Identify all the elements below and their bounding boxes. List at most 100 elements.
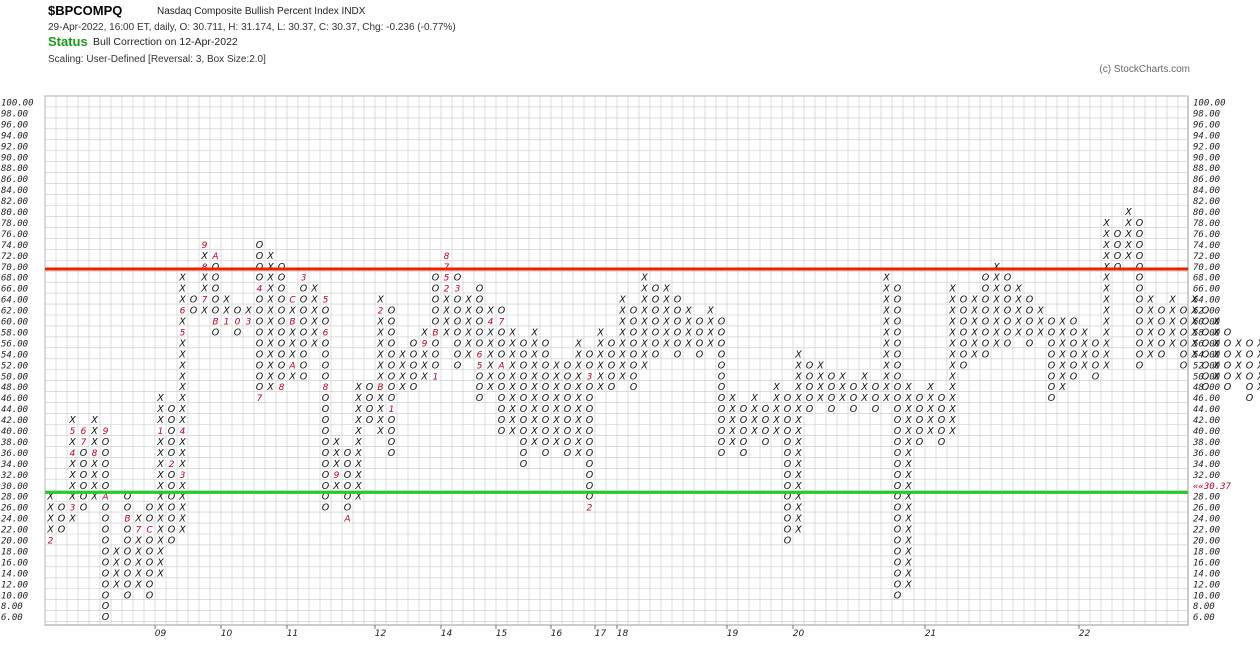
o-box: O [586, 415, 594, 426]
x-box: X [178, 492, 186, 503]
o-box: O [652, 349, 660, 360]
y-tick-label-right: 32.00 [1192, 471, 1220, 481]
o-box: O [322, 393, 330, 404]
x-box: X [310, 317, 318, 328]
y-tick-label-left: 26.00 [1, 504, 28, 514]
x-box: X [222, 306, 230, 317]
x-box: X [1102, 295, 1110, 306]
o-box: O [520, 393, 528, 404]
o-box: O [322, 360, 330, 371]
x-box: X [618, 295, 626, 306]
o-box: O [476, 393, 484, 404]
month-marker: 5 [70, 427, 76, 437]
plot-area [44, 95, 1189, 626]
o-box: O [894, 317, 902, 328]
o-box: O [806, 382, 814, 393]
o-box: O [564, 448, 572, 459]
x-box: X [508, 426, 516, 437]
x-box: X [618, 360, 626, 371]
x-box: X [354, 492, 362, 503]
o-box: O [278, 306, 286, 317]
x-box: X [1146, 338, 1154, 349]
x-box: X [200, 251, 208, 262]
o-box: O [1224, 371, 1232, 382]
month-marker: 3 [246, 318, 252, 328]
o-box: O [102, 612, 110, 623]
x-box: X [1102, 327, 1110, 338]
x-box: X [574, 393, 582, 404]
x-box: X [156, 557, 164, 568]
month-marker: 2 [378, 307, 384, 317]
x-box: X [904, 557, 912, 568]
o-box: O [960, 360, 968, 371]
y-tick-label-left: 16.00 [1, 558, 28, 568]
o-box: O [564, 360, 572, 371]
o-box: O [542, 404, 550, 415]
o-box: O [718, 371, 726, 382]
y-tick-label-right: 42.00 [1193, 416, 1220, 426]
x-box: X [68, 481, 76, 492]
y-tick-label-right: 94.00 [1193, 131, 1220, 141]
x-box: X [1146, 295, 1154, 306]
o-box: O [432, 338, 440, 349]
o-box: O [740, 426, 748, 437]
o-box: O [1224, 338, 1232, 349]
o-box: O [784, 536, 792, 547]
o-box: O [1180, 306, 1188, 317]
x-box: X [266, 327, 274, 338]
y-tick-label-right: 22.00 [1193, 526, 1220, 536]
o-box: O [674, 317, 682, 328]
x-box: X [266, 360, 274, 371]
o-box: O [190, 306, 198, 317]
x-box: X [640, 360, 648, 371]
o-box: O [564, 437, 572, 448]
o-box: O [388, 306, 396, 317]
o-box: O [564, 426, 572, 437]
o-box: O [1048, 360, 1056, 371]
y-tick-label-right: 90.00 [1193, 153, 1220, 163]
y-tick-label-right: 86.00 [1193, 175, 1220, 185]
o-box: O [784, 503, 792, 514]
o-box: O [168, 470, 176, 481]
x-box: X [992, 306, 1000, 317]
x-year-label: 21 [925, 629, 936, 639]
x-box: X [1014, 327, 1022, 338]
y-tick-label-left: 98.00 [1, 109, 28, 119]
o-box: O [674, 306, 682, 317]
o-box: O [432, 360, 440, 371]
o-box: O [476, 317, 484, 328]
x-box: X [178, 525, 186, 536]
x-box: X [574, 404, 582, 415]
y-tick-label-right: 36.00 [1192, 449, 1220, 459]
price-info-line: 29-Apr-2022, 16:00 ET, daily, O: 30.711,… [48, 22, 456, 33]
o-box: O [278, 338, 286, 349]
o-box: O [718, 426, 726, 437]
y-tick-label-left: 84.00 [1, 186, 28, 196]
month-marker: 7 [81, 438, 87, 448]
o-box: O [894, 579, 902, 590]
o-box: O [784, 459, 792, 470]
month-marker: 3 [180, 471, 186, 481]
o-box: O [234, 327, 242, 338]
x-box: X [640, 317, 648, 328]
x-box: X [508, 349, 516, 360]
o-box: O [1136, 273, 1144, 284]
o-box: O [1136, 349, 1144, 360]
o-box: O [102, 503, 110, 514]
y-tick-label-right: 46.00 [1193, 394, 1220, 404]
o-box: O [542, 349, 550, 360]
x-box: X [266, 371, 274, 382]
o-box: O [718, 437, 726, 448]
x-box: X [948, 382, 956, 393]
x-box: X [618, 317, 626, 328]
x-box: X [178, 459, 186, 470]
o-box: O [1114, 262, 1122, 273]
o-box: O [696, 338, 704, 349]
x-box: X [772, 404, 780, 415]
o-box: O [894, 546, 902, 557]
x-box: X [288, 327, 296, 338]
x-box: X [354, 404, 362, 415]
x-box: X [948, 371, 956, 382]
x-box: X [1102, 273, 1110, 284]
month-marker: 2 [444, 285, 450, 295]
